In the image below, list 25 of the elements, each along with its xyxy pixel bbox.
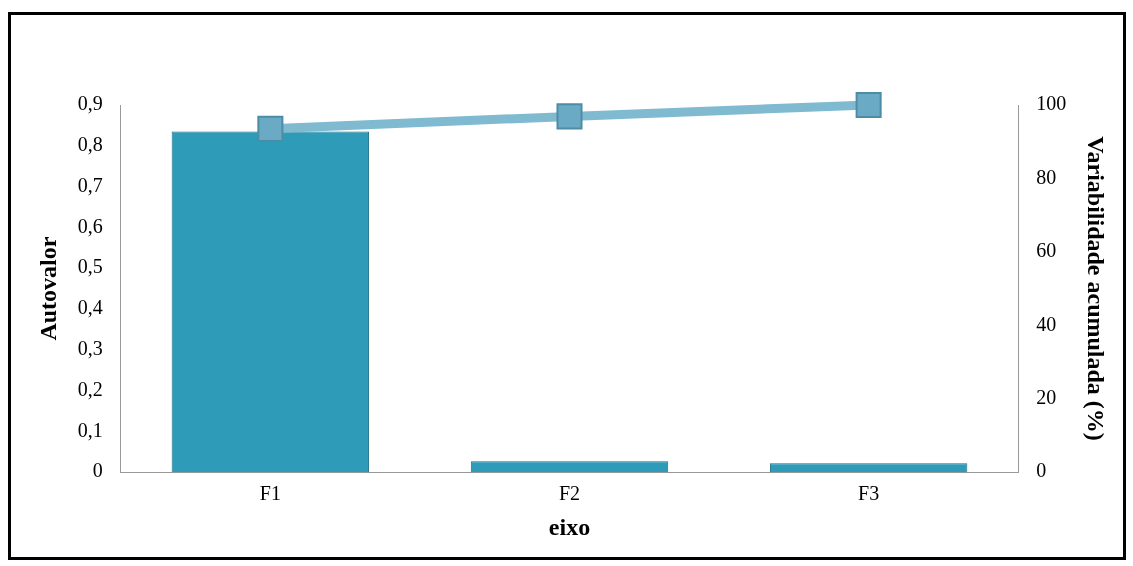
y-tick-label: 0,1 (77, 418, 103, 441)
y-tick-label: 0,5 (77, 255, 103, 278)
point (257, 115, 284, 142)
y2-tick-label: 80 (1036, 165, 1057, 188)
x-tick-label: F3 (858, 482, 880, 505)
y-tick-label: 0,3 (77, 337, 103, 360)
y2-axis-title: Variabilidade acumulada (%) (1083, 136, 1110, 441)
point (556, 103, 583, 130)
y-tick-label: 0,9 (77, 92, 103, 115)
y-tick-label: 0,6 (77, 214, 103, 237)
y2-tick-label: 20 (1036, 386, 1057, 409)
y2-tick-label: 0 (1036, 459, 1047, 482)
y-tick-label: 0,2 (77, 377, 103, 400)
y-tick-label: 0,4 (77, 296, 103, 319)
x-tick-label: F2 (558, 482, 581, 505)
y-tick-label: 0 (92, 459, 103, 482)
y2-tick-label: 100 (1036, 92, 1067, 115)
y2-tick-label: 40 (1036, 312, 1057, 335)
y-axis-title: Autovalor (34, 236, 61, 341)
x-axis-title: eixo (548, 513, 591, 540)
x-tick-label: F1 (259, 482, 281, 505)
y-tick-label: 0,8 (77, 133, 103, 156)
y2-tick-label: 60 (1036, 239, 1057, 262)
point (855, 91, 882, 119)
y-tick-label: 0,7 (77, 173, 103, 196)
